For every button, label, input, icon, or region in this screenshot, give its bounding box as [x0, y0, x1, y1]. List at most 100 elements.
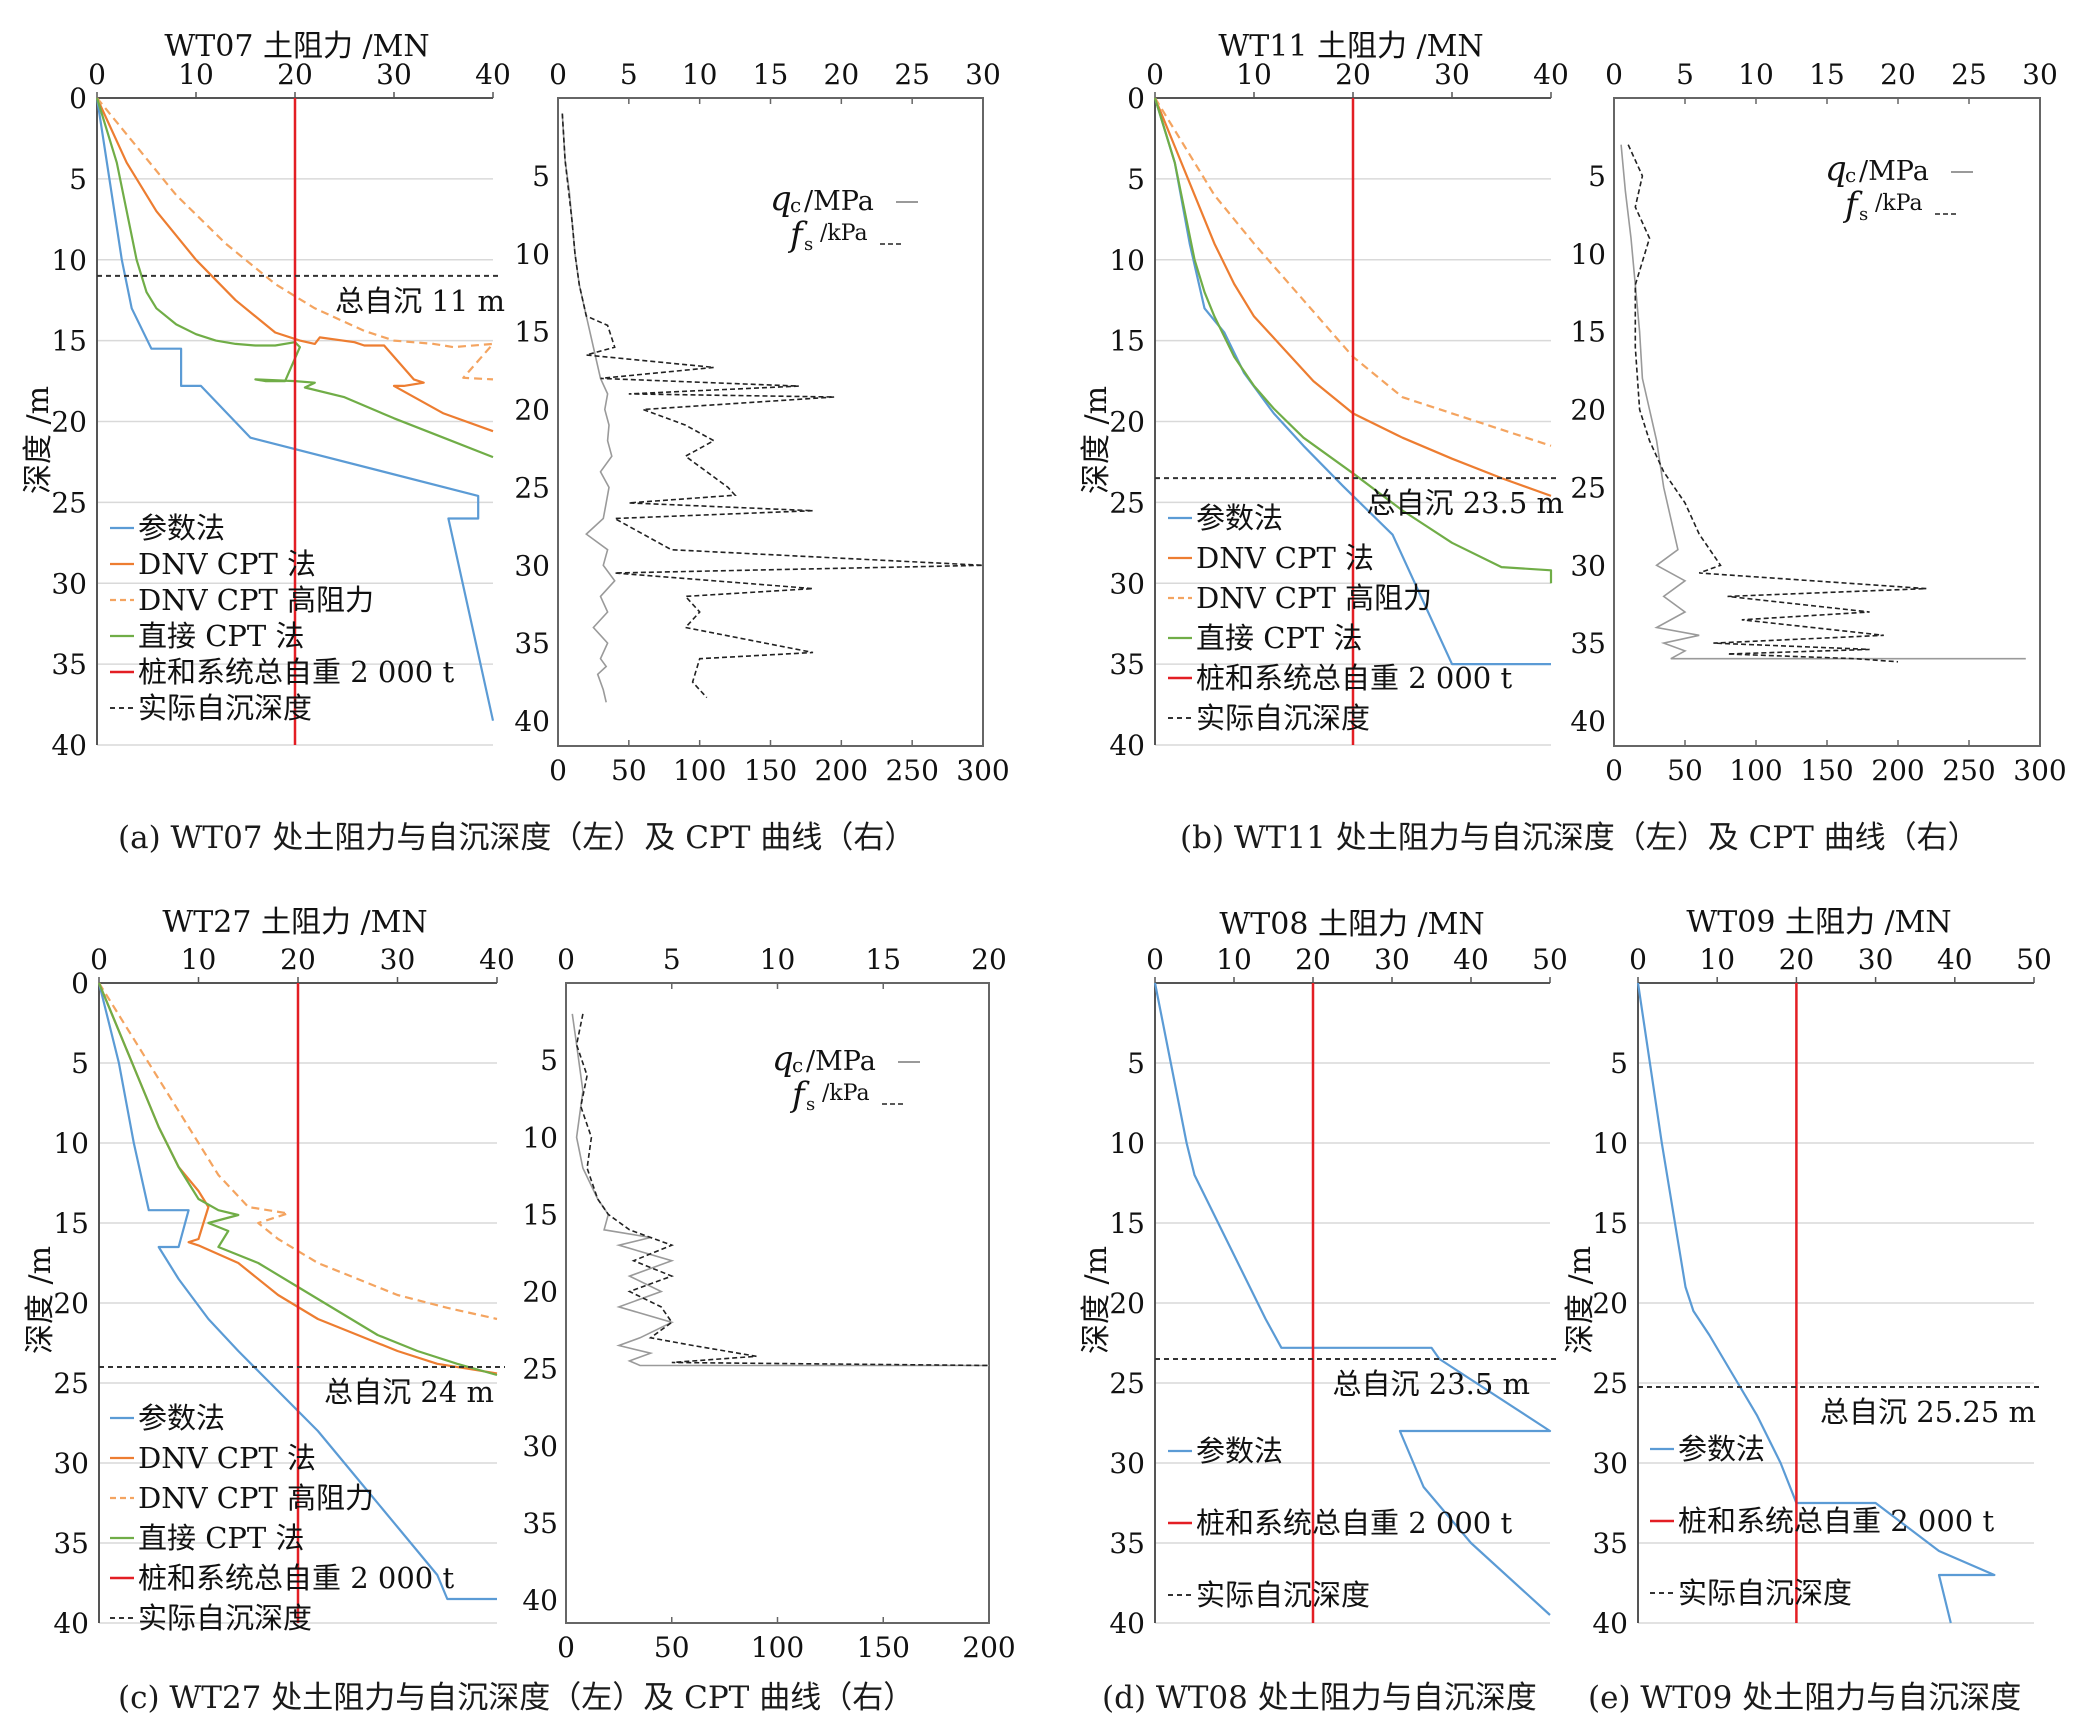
y-tick-label: 35	[1109, 648, 1145, 681]
wt27-cpt-chart: 0 5 10 15 200 50 100 150 200510152025303540qc/MP…	[522, 943, 1015, 1664]
caption-a: (a) WT07 处土阻力与自沉深度（左）及 CPT 曲线（右）	[118, 820, 916, 856]
y-tick-label: 10	[514, 238, 550, 271]
y-tick-label: 15	[1570, 316, 1606, 349]
top-tick-label: 20	[971, 943, 1007, 976]
series-line-direct	[1153, 97, 1553, 584]
chart-title: WT09 土阻力 /MN	[1686, 905, 1951, 940]
y-tick-label: 25	[1109, 486, 1145, 519]
top-tick-label: 15	[1809, 58, 1845, 91]
y-tick-label: 25	[1570, 471, 1606, 504]
y-tick-label: 35	[514, 627, 550, 660]
legend-qc-symbol: q	[1825, 149, 1847, 189]
series-line-dnv_high	[98, 982, 498, 1321]
y-tick-label: 40	[1570, 705, 1606, 738]
y-tick-label: 10	[51, 244, 87, 277]
legend-label-actual: 实际自沉深度	[1196, 1578, 1370, 1612]
x-tick-label: 30	[376, 58, 412, 91]
x-tick-label: 30	[1858, 943, 1894, 976]
settlement-label: 总自沉 23.5 m	[1366, 486, 1564, 520]
settlement-label: 总自沉 11 m	[335, 284, 505, 318]
bottom-tick-label: 50	[654, 1631, 690, 1664]
wt11-resistance-chart: 0 10 20 30 40 0 5 10 15 20 25 30 35 40 WT11 土阻力 /MN 深度 …	[1079, 29, 1569, 762]
legend-label-actual: 实际自沉深度	[138, 1601, 312, 1635]
bottom-tick-label: 0	[1605, 754, 1623, 787]
y-tick-label: 5	[540, 1044, 558, 1077]
y-tick-label: 10	[1570, 238, 1606, 271]
top-tick-label: 10	[1738, 58, 1774, 91]
series-line-param	[1153, 982, 1552, 1616]
y-tick-label: 20	[1109, 406, 1145, 439]
y-axis-label: 深度 /m	[1079, 1246, 1114, 1354]
legend-fs-unit: /kPa	[822, 1081, 870, 1106]
x-tick-label: 10	[181, 943, 217, 976]
top-tick-label: 5	[663, 943, 681, 976]
wt07-resistance-chart: 0 10 20 30 40 0 5 10 15 20 25 30 35 40 WT07 土阻力 /MN 深度 …	[21, 29, 511, 762]
wt11-cpt-chart: 0 5 10 15 20 25 300 50 100 150 200 250 3005101520253…	[1570, 58, 2066, 787]
bottom-tick-label: 300	[956, 754, 1009, 787]
legend-label-dnv: DNV CPT 法	[1196, 541, 1374, 575]
legend-label-weight: 桩和系统总自重 2 000 t	[1678, 1504, 1994, 1538]
top-tick-label: 20	[824, 58, 860, 91]
series-line-dnv	[96, 97, 494, 433]
top-tick-label: 0	[1605, 58, 1623, 91]
y-tick-label: 40	[1592, 1607, 1628, 1640]
caption-e: (e) WT09 处土阻力与自沉深度	[1588, 1680, 2022, 1716]
y-tick-label: 5	[1588, 160, 1606, 193]
y-tick-label: 10	[522, 1121, 558, 1154]
settlement-label: 总自沉 25.25 m	[1820, 1395, 2036, 1429]
legend-label-dnv: DNV CPT 法	[138, 547, 316, 581]
bottom-tick-label: 200	[962, 1631, 1015, 1664]
top-tick-label: 30	[2022, 58, 2058, 91]
y-tick-label: 0	[69, 82, 87, 115]
y-tick-label: 40	[1109, 729, 1145, 762]
x-tick-label: 30	[380, 943, 416, 976]
y-tick-label: 40	[522, 1584, 558, 1617]
y-tick-label: 20	[1109, 1287, 1145, 1320]
y-tick-label: 40	[53, 1607, 89, 1640]
x-tick-label: 0	[1629, 943, 1647, 976]
caption-d: (d) WT08 处土阻力与自沉深度	[1102, 1680, 1537, 1716]
y-axis-label: 深度 /m	[23, 1246, 58, 1354]
legend-label-weight: 桩和系统总自重 2 000 t	[138, 655, 454, 689]
y-axis-label: 深度 /m	[21, 386, 56, 494]
series-line-direct	[97, 982, 498, 1377]
y-tick-label: 15	[51, 325, 87, 358]
bottom-tick-label: 0	[549, 754, 567, 787]
legend-label-dnv_high: DNV CPT 高阻力	[138, 583, 374, 617]
y-tick-label: 20	[51, 406, 87, 439]
legend-qc-subscript: c	[790, 193, 801, 217]
y-tick-label: 10	[1109, 1127, 1145, 1160]
legend-qc-subscript: c	[1845, 163, 1856, 187]
top-tick-label: 5	[620, 58, 638, 91]
legend-label-weight: 桩和系统总自重 2 000 t	[1196, 661, 1512, 695]
bottom-tick-label: 250	[1942, 754, 1995, 787]
y-tick-label: 5	[69, 163, 87, 196]
top-tick-label: 5	[1676, 58, 1694, 91]
bottom-tick-label: 150	[744, 754, 797, 787]
legend-fs-subscript: s	[1859, 204, 1868, 225]
chart-title: WT08 土阻力 /MN	[1219, 907, 1484, 942]
y-tick-label: 30	[1570, 549, 1606, 582]
bottom-tick-label: 150	[1800, 754, 1853, 787]
y-tick-label: 20	[522, 1276, 558, 1309]
y-tick-label: 10	[1109, 244, 1145, 277]
legend-label-actual: 实际自沉深度	[138, 691, 312, 725]
y-tick-label: 20	[1592, 1287, 1628, 1320]
x-tick-label: 0	[88, 58, 106, 91]
y-tick-label: 30	[1109, 1447, 1145, 1480]
legend-qc-subscript: c	[792, 1053, 803, 1077]
y-axis-label: 深度 /m	[1079, 386, 1114, 494]
caption-b: (b) WT11 处土阻力与自沉深度（左）及 CPT 曲线（右）	[1180, 820, 1979, 856]
legend-qc-symbol: q	[770, 179, 792, 219]
caption-c: (c) WT27 处土阻力与自沉深度（左）及 CPT 曲线（右）	[118, 1680, 915, 1716]
legend-label-dnv: DNV CPT 法	[138, 1441, 316, 1475]
y-tick-label: 30	[1592, 1447, 1628, 1480]
legend-qc-unit: /MPa	[1859, 156, 1929, 187]
y-tick-label: 5	[1127, 163, 1145, 196]
qc-curve	[1620, 144, 2026, 660]
y-tick-label: 40	[1109, 1607, 1145, 1640]
legend-qc-symbol: q	[772, 1039, 794, 1079]
y-tick-label: 25	[51, 486, 87, 519]
